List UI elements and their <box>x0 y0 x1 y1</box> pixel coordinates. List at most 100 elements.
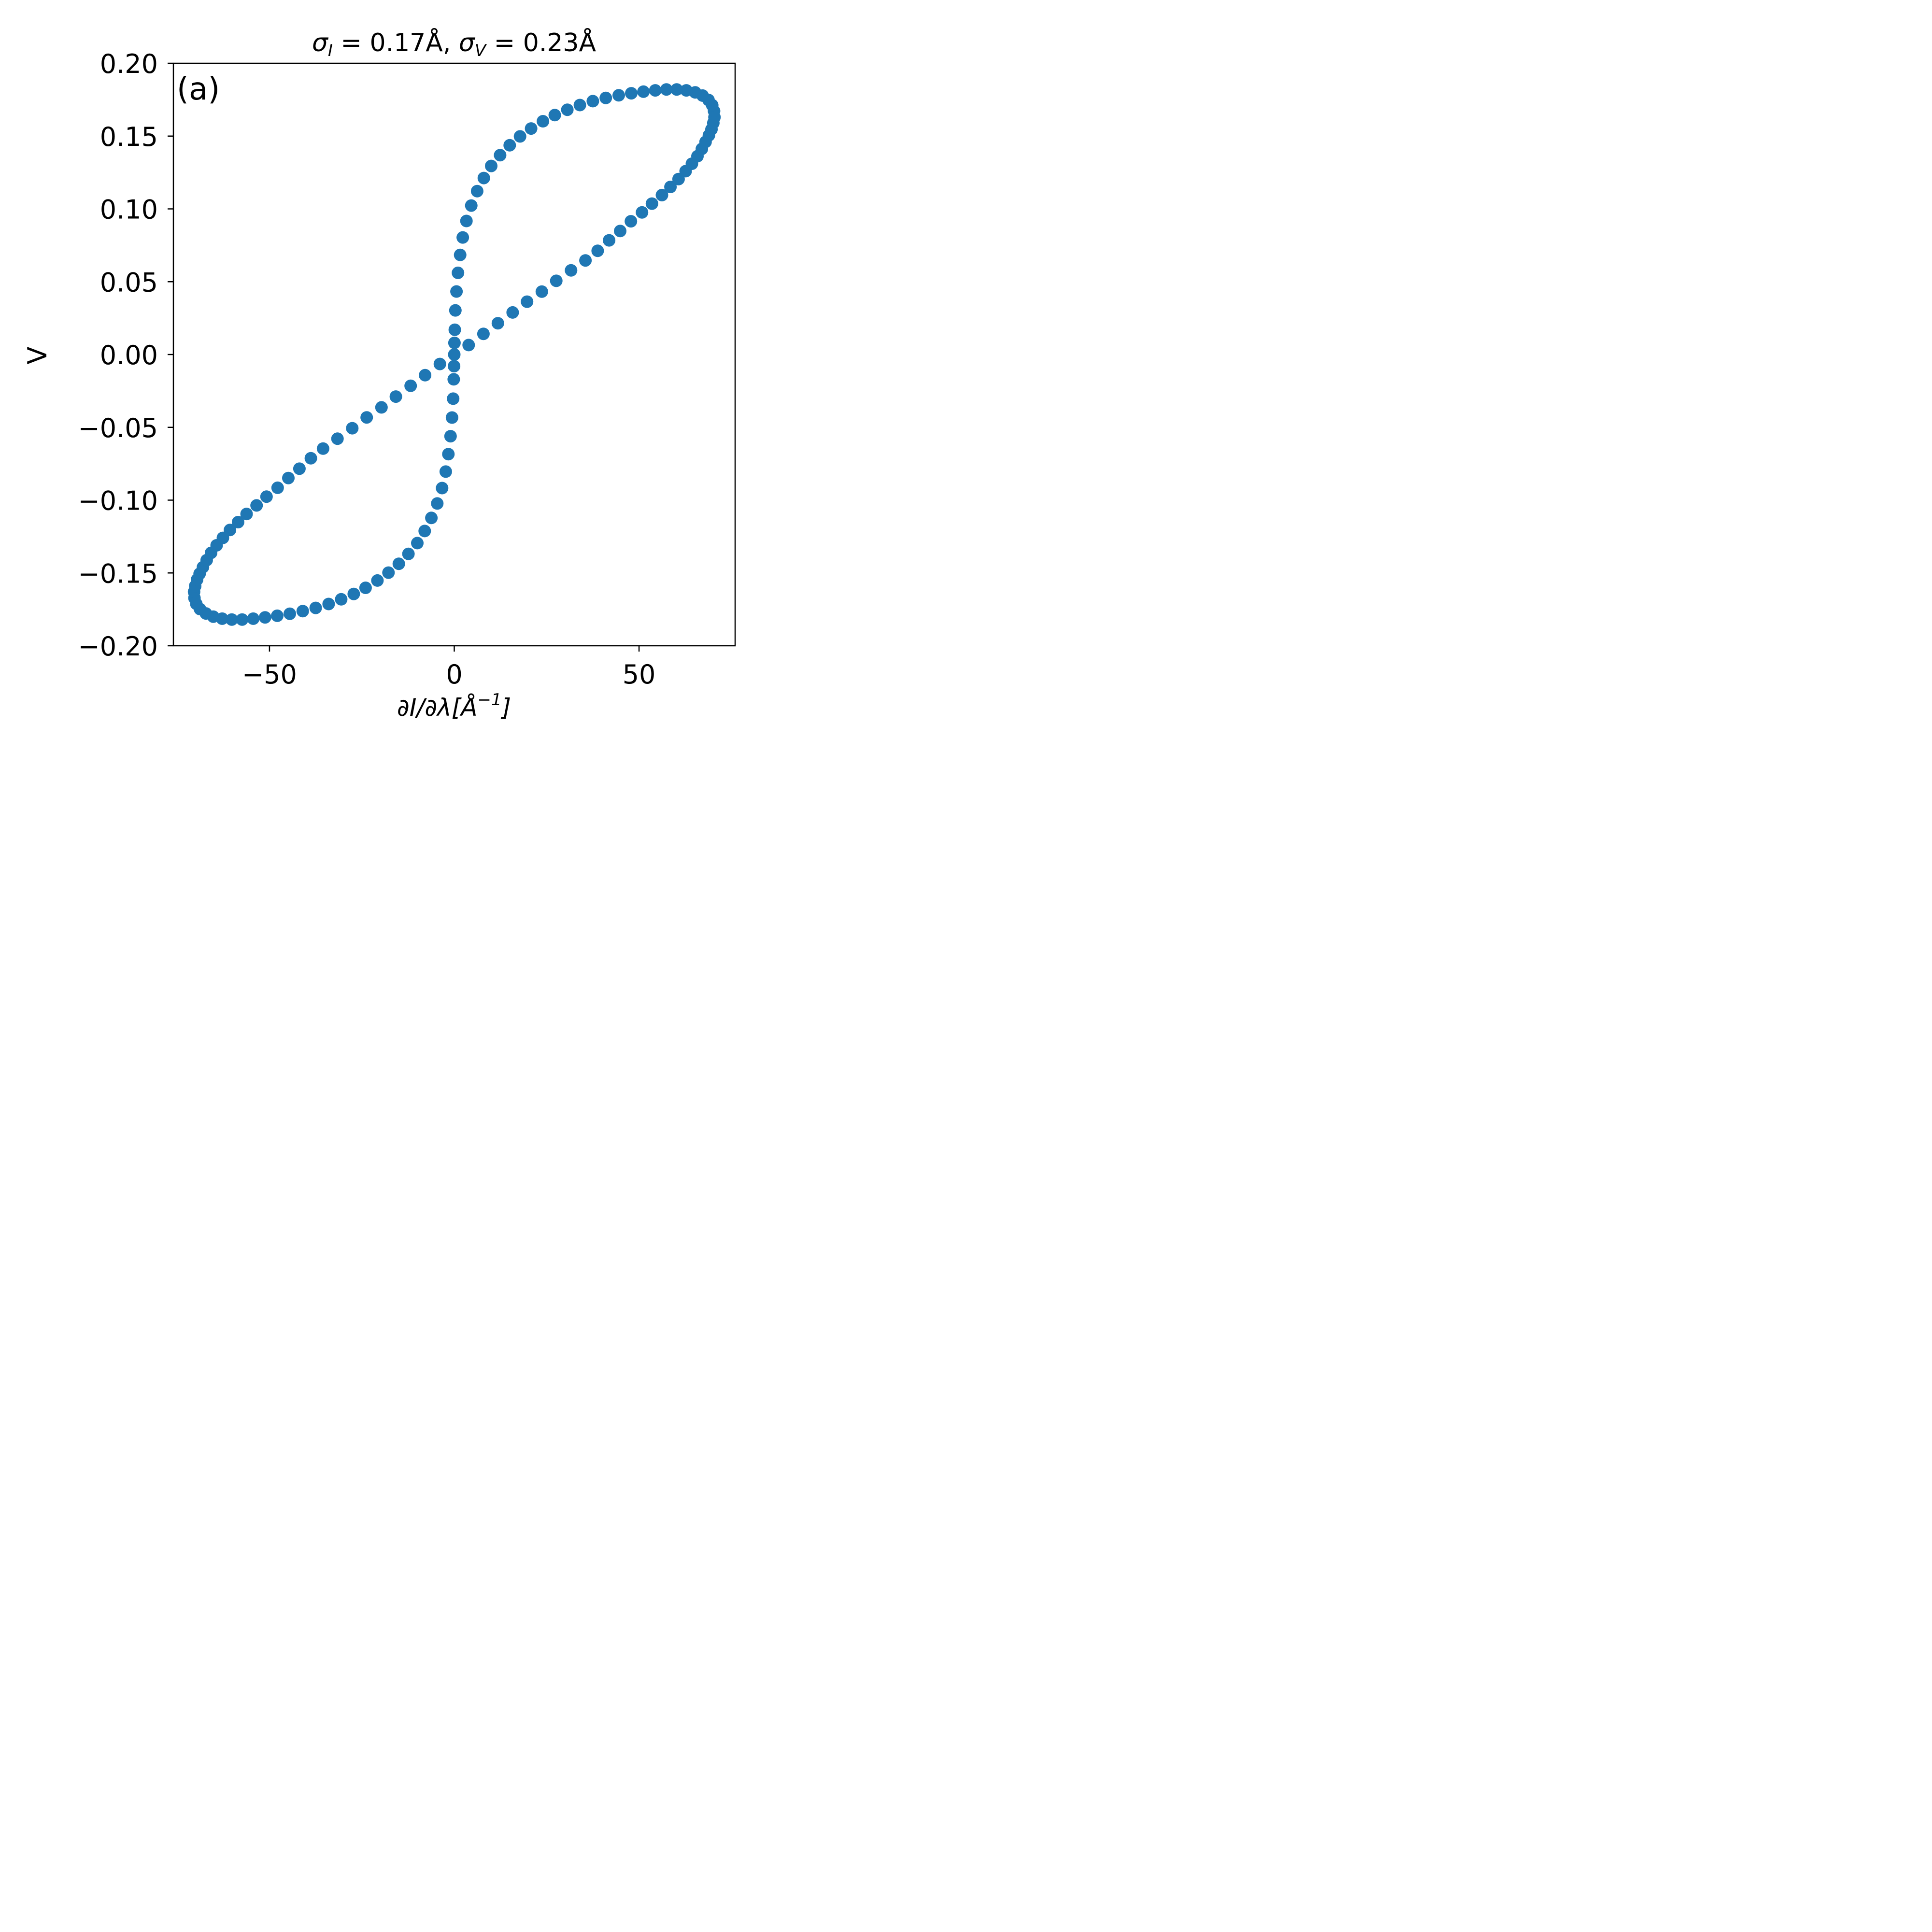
data-point <box>418 525 431 538</box>
data-point <box>375 401 388 414</box>
y-tick-label: 0.10 <box>100 195 158 225</box>
data-point <box>431 497 444 510</box>
data-point <box>346 422 359 435</box>
data-point <box>670 83 683 96</box>
data-point <box>470 185 483 198</box>
data-point <box>389 390 402 403</box>
data-point <box>271 609 284 622</box>
data-point <box>454 248 467 261</box>
y-tick-label: 0.05 <box>100 267 158 298</box>
data-point <box>296 605 309 618</box>
data-point <box>649 84 662 97</box>
data-point <box>447 392 460 405</box>
data-point <box>271 481 284 494</box>
data-point <box>425 511 438 525</box>
data-markers <box>187 83 721 626</box>
data-point <box>402 547 415 560</box>
data-point <box>304 452 317 465</box>
data-point <box>660 83 673 96</box>
data-point <box>335 593 348 606</box>
data-point <box>494 149 507 162</box>
x-tick-label: 0 <box>446 659 462 690</box>
data-point <box>645 197 658 210</box>
y-tick-label: −0.15 <box>78 558 158 589</box>
data-point <box>433 357 446 370</box>
panel-label: (a) <box>177 71 220 107</box>
data-point <box>452 266 465 279</box>
data-point <box>392 557 405 570</box>
data-point <box>444 430 457 443</box>
data-point <box>599 91 612 104</box>
data-point <box>503 139 516 152</box>
x-tick-label: −50 <box>242 659 297 690</box>
data-point <box>445 411 458 424</box>
data-point <box>465 199 478 212</box>
data-point <box>525 122 538 135</box>
data-point <box>579 254 592 267</box>
data-point <box>371 574 384 587</box>
data-point <box>404 379 417 392</box>
data-point <box>612 89 625 102</box>
data-point <box>450 285 463 298</box>
data-point <box>448 360 461 373</box>
data-point <box>260 490 273 503</box>
data-point <box>448 348 461 361</box>
data-point <box>477 327 490 341</box>
data-point <box>247 612 260 625</box>
data-point <box>565 264 578 277</box>
data-point <box>477 171 490 185</box>
data-point <box>573 99 586 112</box>
y-tick-label: 0.20 <box>100 49 158 79</box>
data-point <box>316 442 329 455</box>
data-point <box>456 231 469 244</box>
data-point <box>411 537 424 550</box>
data-point <box>614 225 626 238</box>
data-point <box>359 582 372 594</box>
data-point <box>250 499 263 512</box>
data-point <box>586 95 599 108</box>
data-point <box>561 103 574 116</box>
y-tick-label: −0.05 <box>78 413 158 443</box>
data-point <box>636 206 649 219</box>
data-point <box>637 85 650 98</box>
y-axis-label: V <box>22 346 53 364</box>
data-point <box>449 304 462 317</box>
data-point <box>236 613 249 626</box>
data-point <box>382 566 395 579</box>
data-point <box>591 244 604 257</box>
x-axis-label: ∂I/∂λ[Å−1] <box>397 690 511 722</box>
data-point <box>231 516 244 528</box>
data-point <box>331 432 344 445</box>
data-point <box>448 323 461 336</box>
y-axis: −0.20 −0.15 −0.10 −0.05 0.00 0.05 0.10 0.15 0.20 <box>78 49 173 662</box>
x-axis: −50 0 50 <box>242 646 655 690</box>
data-point <box>293 462 306 475</box>
data-point <box>240 508 253 521</box>
data-point <box>448 336 461 349</box>
data-point <box>258 611 271 624</box>
data-point <box>603 234 616 247</box>
data-point <box>491 317 504 330</box>
y-tick-label: 0.15 <box>100 122 158 152</box>
data-point <box>664 181 677 193</box>
data-point <box>535 285 548 298</box>
data-point <box>360 411 373 424</box>
y-tick-label: 0.00 <box>100 340 158 370</box>
data-point <box>548 109 561 122</box>
data-point <box>419 369 432 382</box>
data-point <box>442 448 455 461</box>
data-point <box>225 613 238 626</box>
data-point <box>655 188 668 201</box>
chart-title: σI = 0.17Å, σV = 0.23Å <box>312 28 597 60</box>
data-point <box>322 597 335 611</box>
x-tick-label: 50 <box>623 659 656 690</box>
data-point <box>460 214 473 227</box>
data-point <box>282 471 295 484</box>
data-point <box>436 482 449 495</box>
data-point <box>521 295 534 308</box>
data-point <box>439 465 452 478</box>
data-point <box>447 373 460 386</box>
data-point <box>513 130 526 143</box>
data-point <box>537 115 550 128</box>
data-point <box>284 607 296 620</box>
